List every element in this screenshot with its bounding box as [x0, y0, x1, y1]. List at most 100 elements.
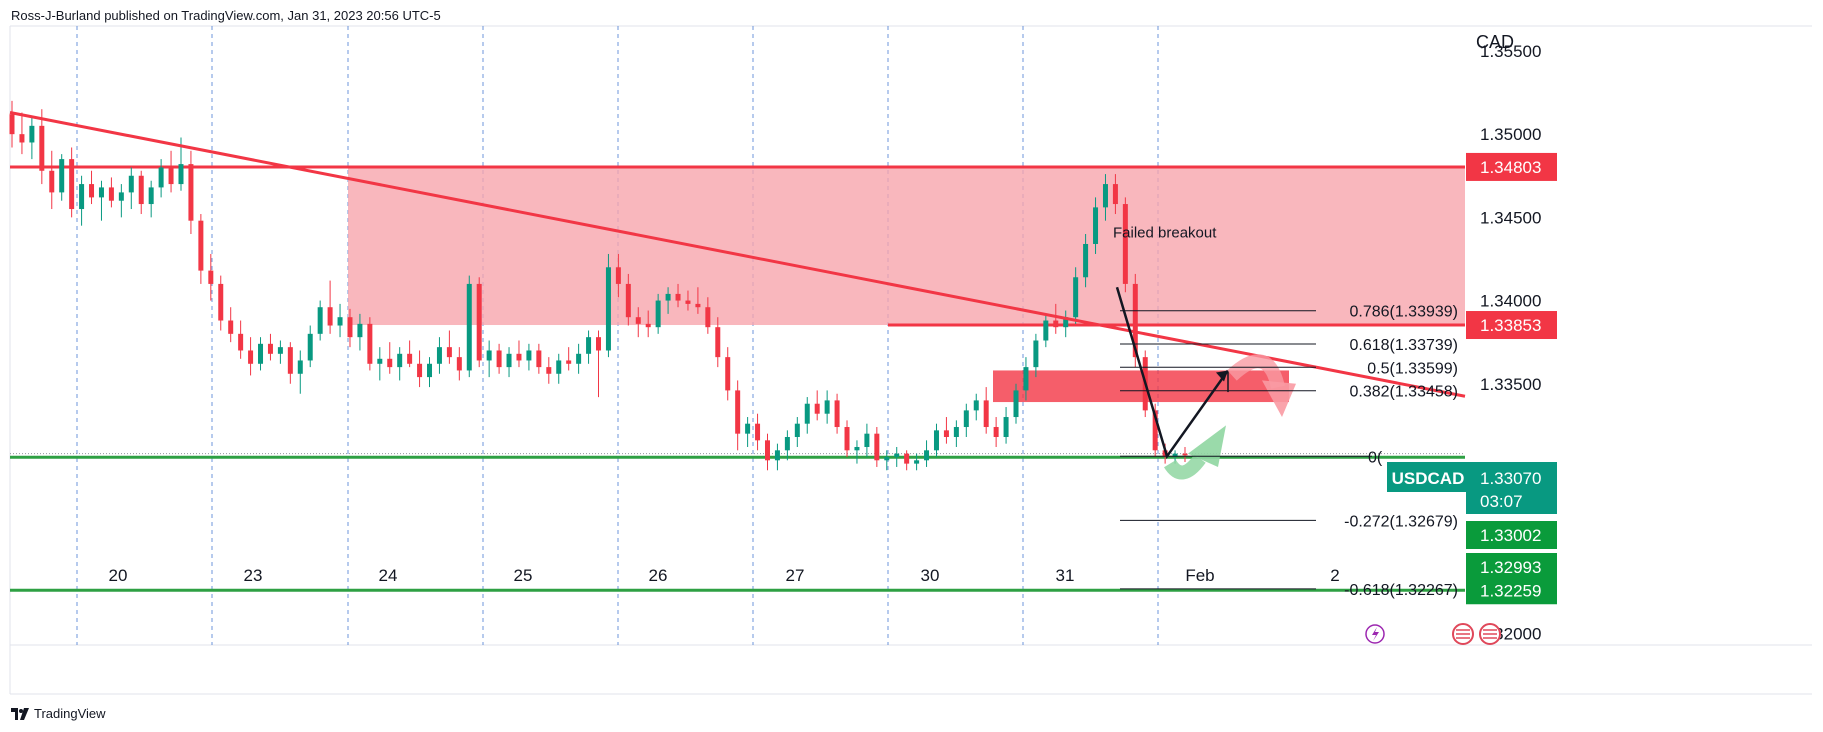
candle-body — [208, 270, 214, 284]
candle-body — [496, 350, 502, 368]
candle-body — [267, 343, 273, 354]
fib-level-label: 0.618(1.33739) — [1349, 337, 1458, 354]
candle-body — [774, 450, 780, 461]
price-tick-label: 1.35000 — [1480, 125, 1541, 144]
candle-body — [317, 307, 323, 334]
candle-body — [794, 423, 800, 438]
candle-body — [665, 293, 671, 301]
candle-body — [427, 363, 433, 378]
candle-body — [128, 175, 134, 193]
candle-body — [287, 347, 293, 374]
candle-body — [297, 360, 303, 374]
candle-body — [546, 367, 552, 374]
footer-brand: TradingView — [34, 706, 106, 721]
fib-level-label: 0.786(1.33939) — [1349, 304, 1458, 321]
candle-body — [953, 427, 959, 438]
candle-body — [566, 360, 572, 364]
time-tick-label: 30 — [921, 566, 940, 585]
candle-body — [1132, 283, 1138, 358]
candle-body — [914, 460, 920, 464]
candle-body — [148, 187, 154, 205]
candle-body — [377, 358, 383, 364]
candle-body — [556, 360, 562, 374]
candle-body — [59, 159, 65, 193]
candle-body — [1043, 320, 1049, 341]
candle-body — [685, 300, 691, 304]
candle-body — [417, 363, 423, 378]
time-tick-label: 25 — [514, 566, 533, 585]
projection-arrowhead — [1216, 370, 1228, 382]
failed-breakout-annotation: Failed breakout — [1113, 224, 1217, 241]
vertical-session-gridlines — [76, 26, 1159, 645]
candle-body — [1112, 184, 1118, 205]
candle-body — [238, 333, 244, 351]
time-tick-label: 24 — [379, 566, 398, 585]
price-tick-label: 1.34500 — [1480, 208, 1541, 227]
candle-body — [98, 187, 104, 198]
candle-body — [576, 353, 582, 364]
candle-body — [933, 430, 939, 451]
candle-body — [397, 353, 403, 368]
lightning-event-icon[interactable] — [1365, 624, 1385, 644]
candle-body — [407, 353, 413, 364]
candle-body — [1172, 453, 1178, 457]
time-tick-label: 31 — [1056, 566, 1075, 585]
candle-body — [108, 187, 114, 201]
price-label-box — [1466, 311, 1557, 340]
candle-body — [476, 283, 482, 361]
candle-body — [188, 164, 194, 221]
candle-body — [854, 446, 860, 451]
time-tick-label: 23 — [244, 566, 263, 585]
candle-body — [695, 303, 701, 308]
candle-body — [904, 453, 910, 464]
descending-trendline — [9, 111, 1466, 398]
candle-body — [784, 437, 790, 451]
price-label-value: 1.32259 — [1480, 581, 1541, 600]
time-axis: 20 23 24 25 26 27 30 31 Feb 2 — [109, 566, 1340, 585]
candle-body — [506, 353, 512, 368]
candle-body — [178, 164, 184, 185]
candle-body — [675, 293, 681, 301]
candle-body — [1102, 184, 1108, 208]
last-price-label: 1.33070 — [1480, 469, 1541, 488]
candle-body — [705, 307, 711, 328]
candle-body — [1053, 320, 1059, 328]
last-price-box — [1466, 462, 1557, 514]
bearish-arrowhead — [1262, 380, 1296, 418]
candle-body — [735, 390, 741, 434]
candle-body — [436, 347, 442, 364]
candle-body — [1033, 340, 1039, 368]
candle-body — [19, 134, 25, 143]
candle-body — [655, 300, 661, 328]
candle-body — [586, 337, 592, 354]
fibonacci-extension: 0.786(1.33939) 0.618(1.33739) 0.5(1.33599)… — [1120, 304, 1458, 599]
candle-body — [466, 283, 472, 371]
candle-body — [526, 350, 532, 361]
candle-body — [824, 400, 830, 414]
candle-body — [29, 125, 35, 143]
event-icons — [1365, 623, 1501, 645]
candle-body — [884, 456, 890, 461]
candle-body — [715, 327, 721, 358]
price-labels: 1.34803 1.33853 USDCAD 1.33070 03:07 1.33002 1… — [1387, 152, 1557, 605]
candle-body — [536, 350, 542, 368]
tradingview-footer[interactable]: TradingView — [11, 706, 106, 721]
candle-body — [357, 323, 363, 338]
fib-level-label: -0.618(1.32267) — [1344, 582, 1458, 599]
price-label-box — [1466, 521, 1557, 549]
price-axis: 1.355001.350001.345001.340001.335001.320… — [1476, 32, 1541, 643]
symbol-name-label: USDCAD — [1392, 469, 1465, 488]
time-tick-label: 26 — [649, 566, 668, 585]
candle-body — [39, 125, 45, 171]
time-tick-label: 20 — [109, 566, 128, 585]
candle-body — [387, 358, 393, 368]
time-tick-label: 2 — [1330, 566, 1339, 585]
candle-body — [1013, 390, 1019, 418]
candle-body — [69, 159, 75, 210]
candle-body — [486, 350, 492, 361]
candle-body — [1083, 243, 1089, 278]
drawing-zones — [10, 165, 1465, 592]
candle-body — [158, 167, 164, 188]
candle-body — [347, 317, 353, 338]
